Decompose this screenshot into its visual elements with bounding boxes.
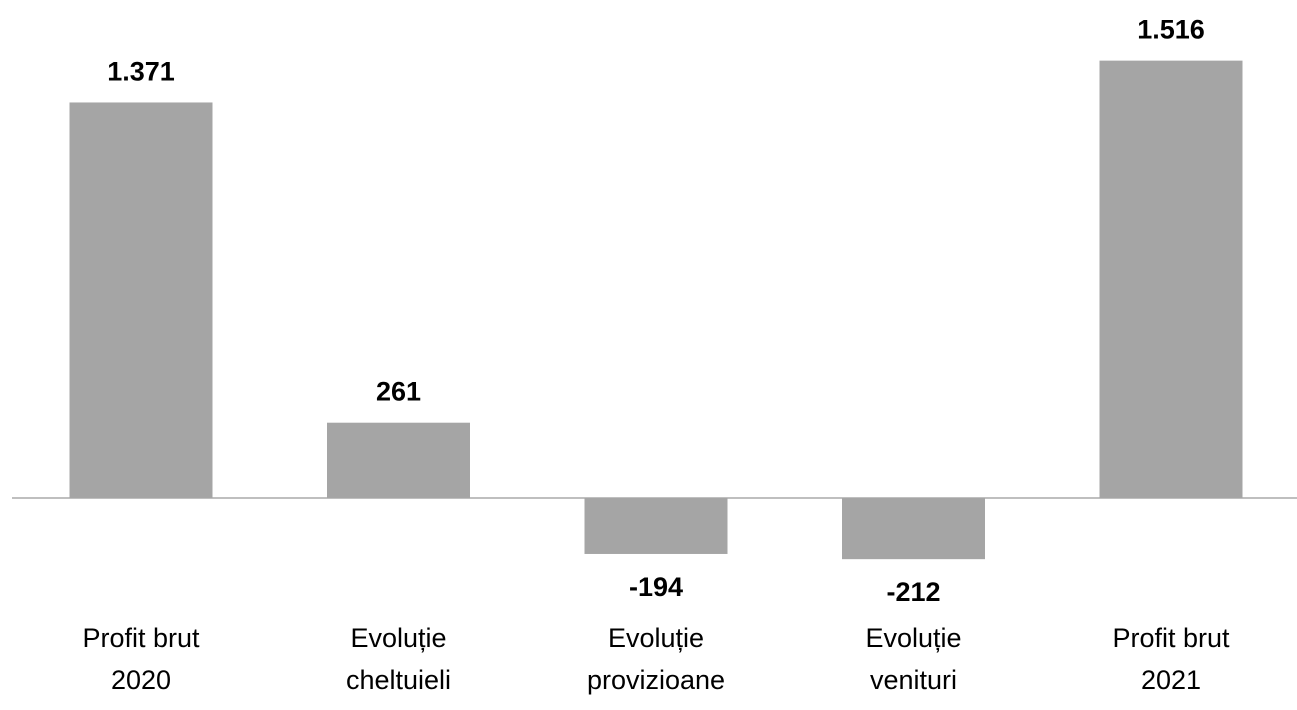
category-label-0-line-0: Profit brut (82, 623, 200, 653)
bar-1 (327, 422, 470, 498)
value-label-0: 1.371 (107, 56, 175, 86)
bar-4 (1099, 60, 1243, 498)
bar-0 (69, 102, 213, 499)
category-label-1-line-0: Evoluție (350, 623, 446, 653)
category-label-4-line-0: Profit brut (1112, 623, 1230, 653)
bar-2 (584, 498, 728, 554)
category-label-0-line-1: 2020 (111, 665, 171, 695)
bar-3 (842, 498, 985, 560)
bars-layer (69, 60, 1243, 560)
category-label-4-line-1: 2021 (1141, 665, 1201, 695)
category-label-3-line-1: venituri (870, 665, 957, 695)
value-label-3: -212 (886, 577, 940, 607)
value-label-2: -194 (629, 572, 683, 602)
category-label-1-line-1: cheltuieli (346, 665, 451, 695)
value-label-4: 1.516 (1137, 15, 1205, 45)
value-label-1: 261 (376, 377, 421, 407)
value-labels-layer: 1.371 261 -194 -212 1.516 (107, 15, 1205, 608)
category-label-2-line-0: Evoluție (608, 623, 704, 653)
category-label-2-line-1: provizioane (587, 665, 725, 695)
category-label-3-line-0: Evoluție (865, 623, 961, 653)
category-labels-layer: Profit brut 2020 Evoluție cheltuieli Evoluți… (82, 623, 1230, 695)
